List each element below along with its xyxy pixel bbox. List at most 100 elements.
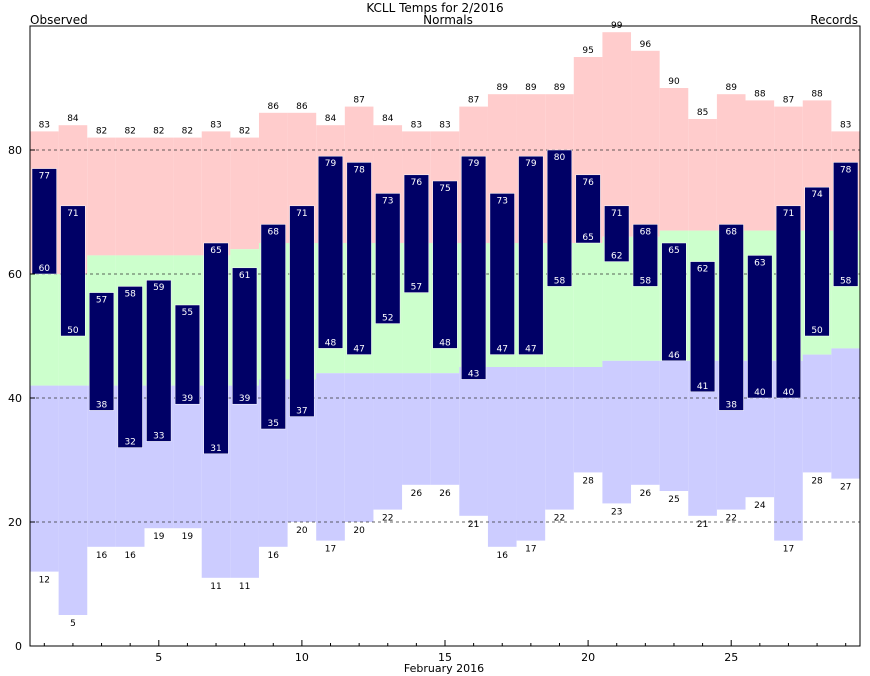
record-high-label: 86	[296, 102, 308, 112]
record-low-band	[402, 373, 431, 485]
observed-low-label: 38	[96, 400, 108, 410]
record-low-label: 20	[353, 526, 365, 536]
legend-observed: Observed	[30, 13, 88, 27]
record-low-band	[459, 367, 488, 516]
record-low-band	[344, 373, 374, 522]
observed-low-label: 40	[754, 388, 766, 398]
record-high-label: 83	[439, 120, 450, 130]
observed-high-label: 71	[783, 209, 794, 219]
observed-bar	[575, 174, 601, 244]
y-tick-label: 60	[8, 268, 22, 281]
observed-bar	[232, 267, 258, 405]
record-high-label: 88	[811, 89, 823, 99]
record-high-band	[201, 131, 231, 256]
observed-low-label: 39	[239, 394, 251, 404]
observed-bar	[546, 149, 573, 287]
observed-low-label: 39	[182, 394, 194, 404]
observed-bar	[518, 155, 544, 355]
record-low-label: 11	[239, 582, 250, 592]
record-high-label: 89	[525, 83, 537, 93]
observed-low-label: 47	[353, 345, 364, 355]
y-tick-label: 80	[8, 144, 22, 157]
observed-low-label: 52	[382, 314, 393, 324]
observed-bar	[432, 180, 458, 349]
x-tick-label: 10	[295, 651, 309, 664]
record-low-band	[602, 360, 632, 504]
observed-low-label: 57	[411, 283, 422, 293]
observed-high-label: 77	[39, 172, 50, 182]
observed-high-label: 55	[182, 308, 193, 318]
observed-bar	[461, 155, 487, 380]
record-low-label: 23	[611, 507, 622, 517]
record-high-label: 84	[382, 114, 394, 124]
y-tick-label: 20	[8, 516, 22, 529]
record-low-label: 17	[325, 545, 336, 555]
observed-high-label: 74	[811, 190, 823, 200]
record-high-band	[745, 100, 775, 231]
observed-bar	[403, 174, 429, 293]
record-high-label: 82	[153, 127, 164, 137]
observed-bar	[375, 193, 401, 324]
record-low-label: 25	[668, 495, 679, 505]
x-tick-label: 15	[438, 651, 452, 664]
record-high-label: 87	[353, 96, 364, 106]
observed-high-label: 76	[582, 178, 594, 188]
x-tick-label: 20	[581, 651, 595, 664]
record-high-label: 89	[725, 83, 737, 93]
record-high-label: 85	[697, 108, 708, 118]
observed-high-label: 62	[697, 265, 708, 275]
record-high-band	[173, 137, 202, 256]
observed-bar	[88, 292, 115, 411]
observed-low-label: 60	[39, 264, 51, 274]
y-tick-label: 40	[8, 392, 22, 405]
observed-bar	[747, 255, 773, 399]
record-low-band	[802, 354, 832, 473]
plot-area: 8312776084571508216573882165832821959338…	[8, 21, 861, 664]
observed-high-label: 68	[640, 227, 652, 237]
observed-bar	[804, 186, 830, 337]
observed-bar	[289, 205, 315, 417]
observed-bar	[833, 162, 859, 287]
record-high-label: 83	[39, 120, 50, 130]
record-high-label: 88	[754, 89, 766, 99]
observed-low-label: 46	[668, 351, 680, 361]
observed-high-label: 65	[668, 246, 679, 256]
record-high-band	[258, 112, 288, 243]
observed-bar	[203, 242, 229, 455]
observed-low-label: 47	[525, 345, 536, 355]
observed-bar	[775, 205, 802, 399]
observed-high-label: 59	[153, 283, 165, 293]
observed-low-label: 40	[783, 388, 795, 398]
record-low-label: 16	[268, 551, 280, 561]
record-low-label: 16	[124, 551, 136, 561]
observed-high-label: 61	[239, 271, 250, 281]
observed-low-label: 50	[811, 326, 823, 336]
observed-high-label: 78	[840, 165, 852, 175]
record-high-band	[688, 119, 717, 231]
x-tick-label: 25	[724, 651, 738, 664]
observed-high-label: 78	[353, 165, 365, 175]
record-high-band	[230, 137, 259, 250]
observed-high-label: 73	[382, 196, 393, 206]
normal-band	[30, 274, 59, 386]
record-high-label: 96	[640, 40, 652, 50]
record-low-label: 12	[39, 576, 50, 586]
record-low-label: 28	[582, 476, 594, 486]
record-high-label: 82	[239, 127, 250, 137]
record-low-label: 5	[70, 619, 76, 629]
record-high-band	[87, 137, 116, 256]
record-high-label: 82	[124, 127, 135, 137]
record-low-label: 22	[382, 514, 393, 524]
record-high-label: 83	[840, 120, 851, 130]
record-high-label: 83	[210, 120, 221, 130]
chart-title: KCLL Temps for 2/2016	[366, 1, 503, 15]
observed-high-label: 76	[411, 178, 423, 188]
observed-high-label: 57	[96, 296, 107, 306]
observed-low-label: 37	[296, 407, 307, 417]
record-low-label: 16	[96, 551, 108, 561]
record-low-band	[430, 373, 460, 485]
observed-high-label: 58	[124, 289, 136, 299]
record-high-label: 87	[468, 96, 479, 106]
observed-high-label: 80	[554, 153, 566, 163]
